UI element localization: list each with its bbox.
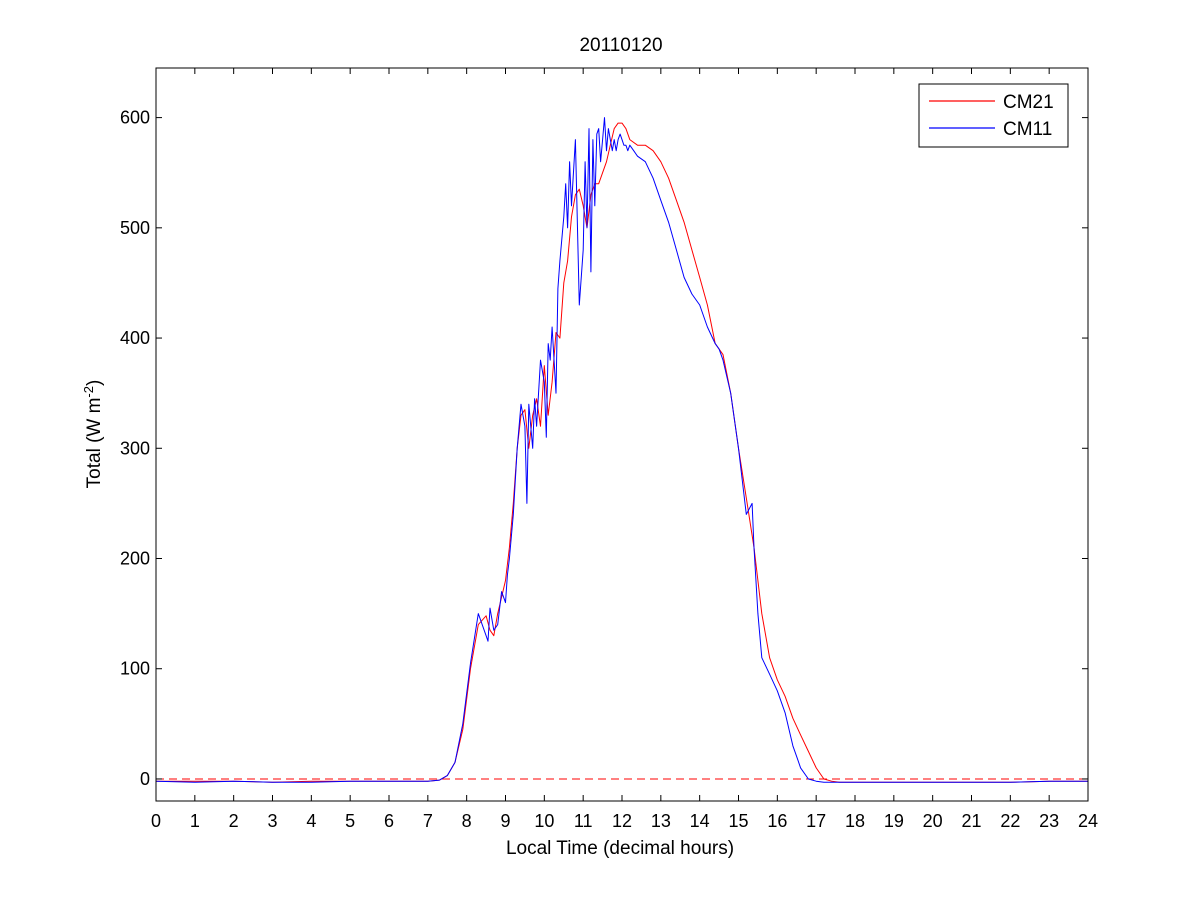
x-tick-label: 13 [651,811,671,831]
x-tick-label: 12 [612,811,632,831]
x-tick-label: 10 [534,811,554,831]
x-tick-label: 5 [345,811,355,831]
plot-area: 0 1 2 3 4 5 6 7 8 9 10 11 12 13 14 15 16 17 18 19 20 21 22 23 24… [120,67,1098,831]
x-tick-label: 11 [574,811,593,831]
x-tick-label: 1 [190,811,200,831]
legend-label-cm11: CM11 [1003,119,1052,140]
y-axis-label: Total (W m-2) [81,380,106,489]
y-tick-label: 500 [120,218,150,238]
y-axis-label-exponent: -2 [81,386,96,398]
x-axis-label: Local Time (decimal hours) [506,838,734,859]
series-line-cm11 [155,117,1088,783]
x-tick-label: 21 [961,811,981,831]
legend-label-cm21: CM21 [1003,92,1054,113]
legend-box [918,83,1069,148]
y-tick-label: 400 [120,328,150,348]
x-tick-label: 16 [767,811,787,831]
x-tick-label: 23 [1039,811,1059,831]
x-tick-label: 8 [462,811,472,831]
x-tick-label: 19 [884,811,904,831]
y-tick-label: 100 [120,659,150,679]
x-tick-label: 14 [690,811,710,831]
y-axis-label-close: ) [84,380,105,386]
x-tick-label: 17 [806,811,826,831]
x-tick-label: 6 [384,811,394,831]
x-tick-label: 2 [229,811,239,831]
plot-background [156,68,1088,801]
chart-title: 20110120 [579,35,662,56]
x-tick-label: 0 [151,811,161,831]
x-tick-label: 24 [1078,811,1098,831]
series-layer [155,117,1088,783]
x-tick-label: 18 [845,811,865,831]
y-tick-label: 0 [140,769,150,789]
y-tick-label: 300 [120,438,150,458]
y-tick-label: 200 [120,549,150,569]
x-tick-label: 9 [500,811,510,831]
series-line-cm21 [156,122,1088,783]
legend: CM21 CM11 [918,83,1069,148]
x-tick-label: 4 [306,811,316,831]
x-tick-label: 20 [923,811,943,831]
y-axis-label-main: Total (W m [84,398,105,489]
x-tick-label: 3 [267,811,277,831]
tick-layer: 0 1 2 3 4 5 6 7 8 9 10 11 12 13 14 15 16 17 18 19 20 21 22 23 24… [120,68,1098,831]
x-tick-label: 22 [1000,811,1020,831]
x-tick-label: 7 [423,811,433,831]
y-tick-label: 600 [120,108,150,128]
x-tick-label: 15 [728,811,748,831]
